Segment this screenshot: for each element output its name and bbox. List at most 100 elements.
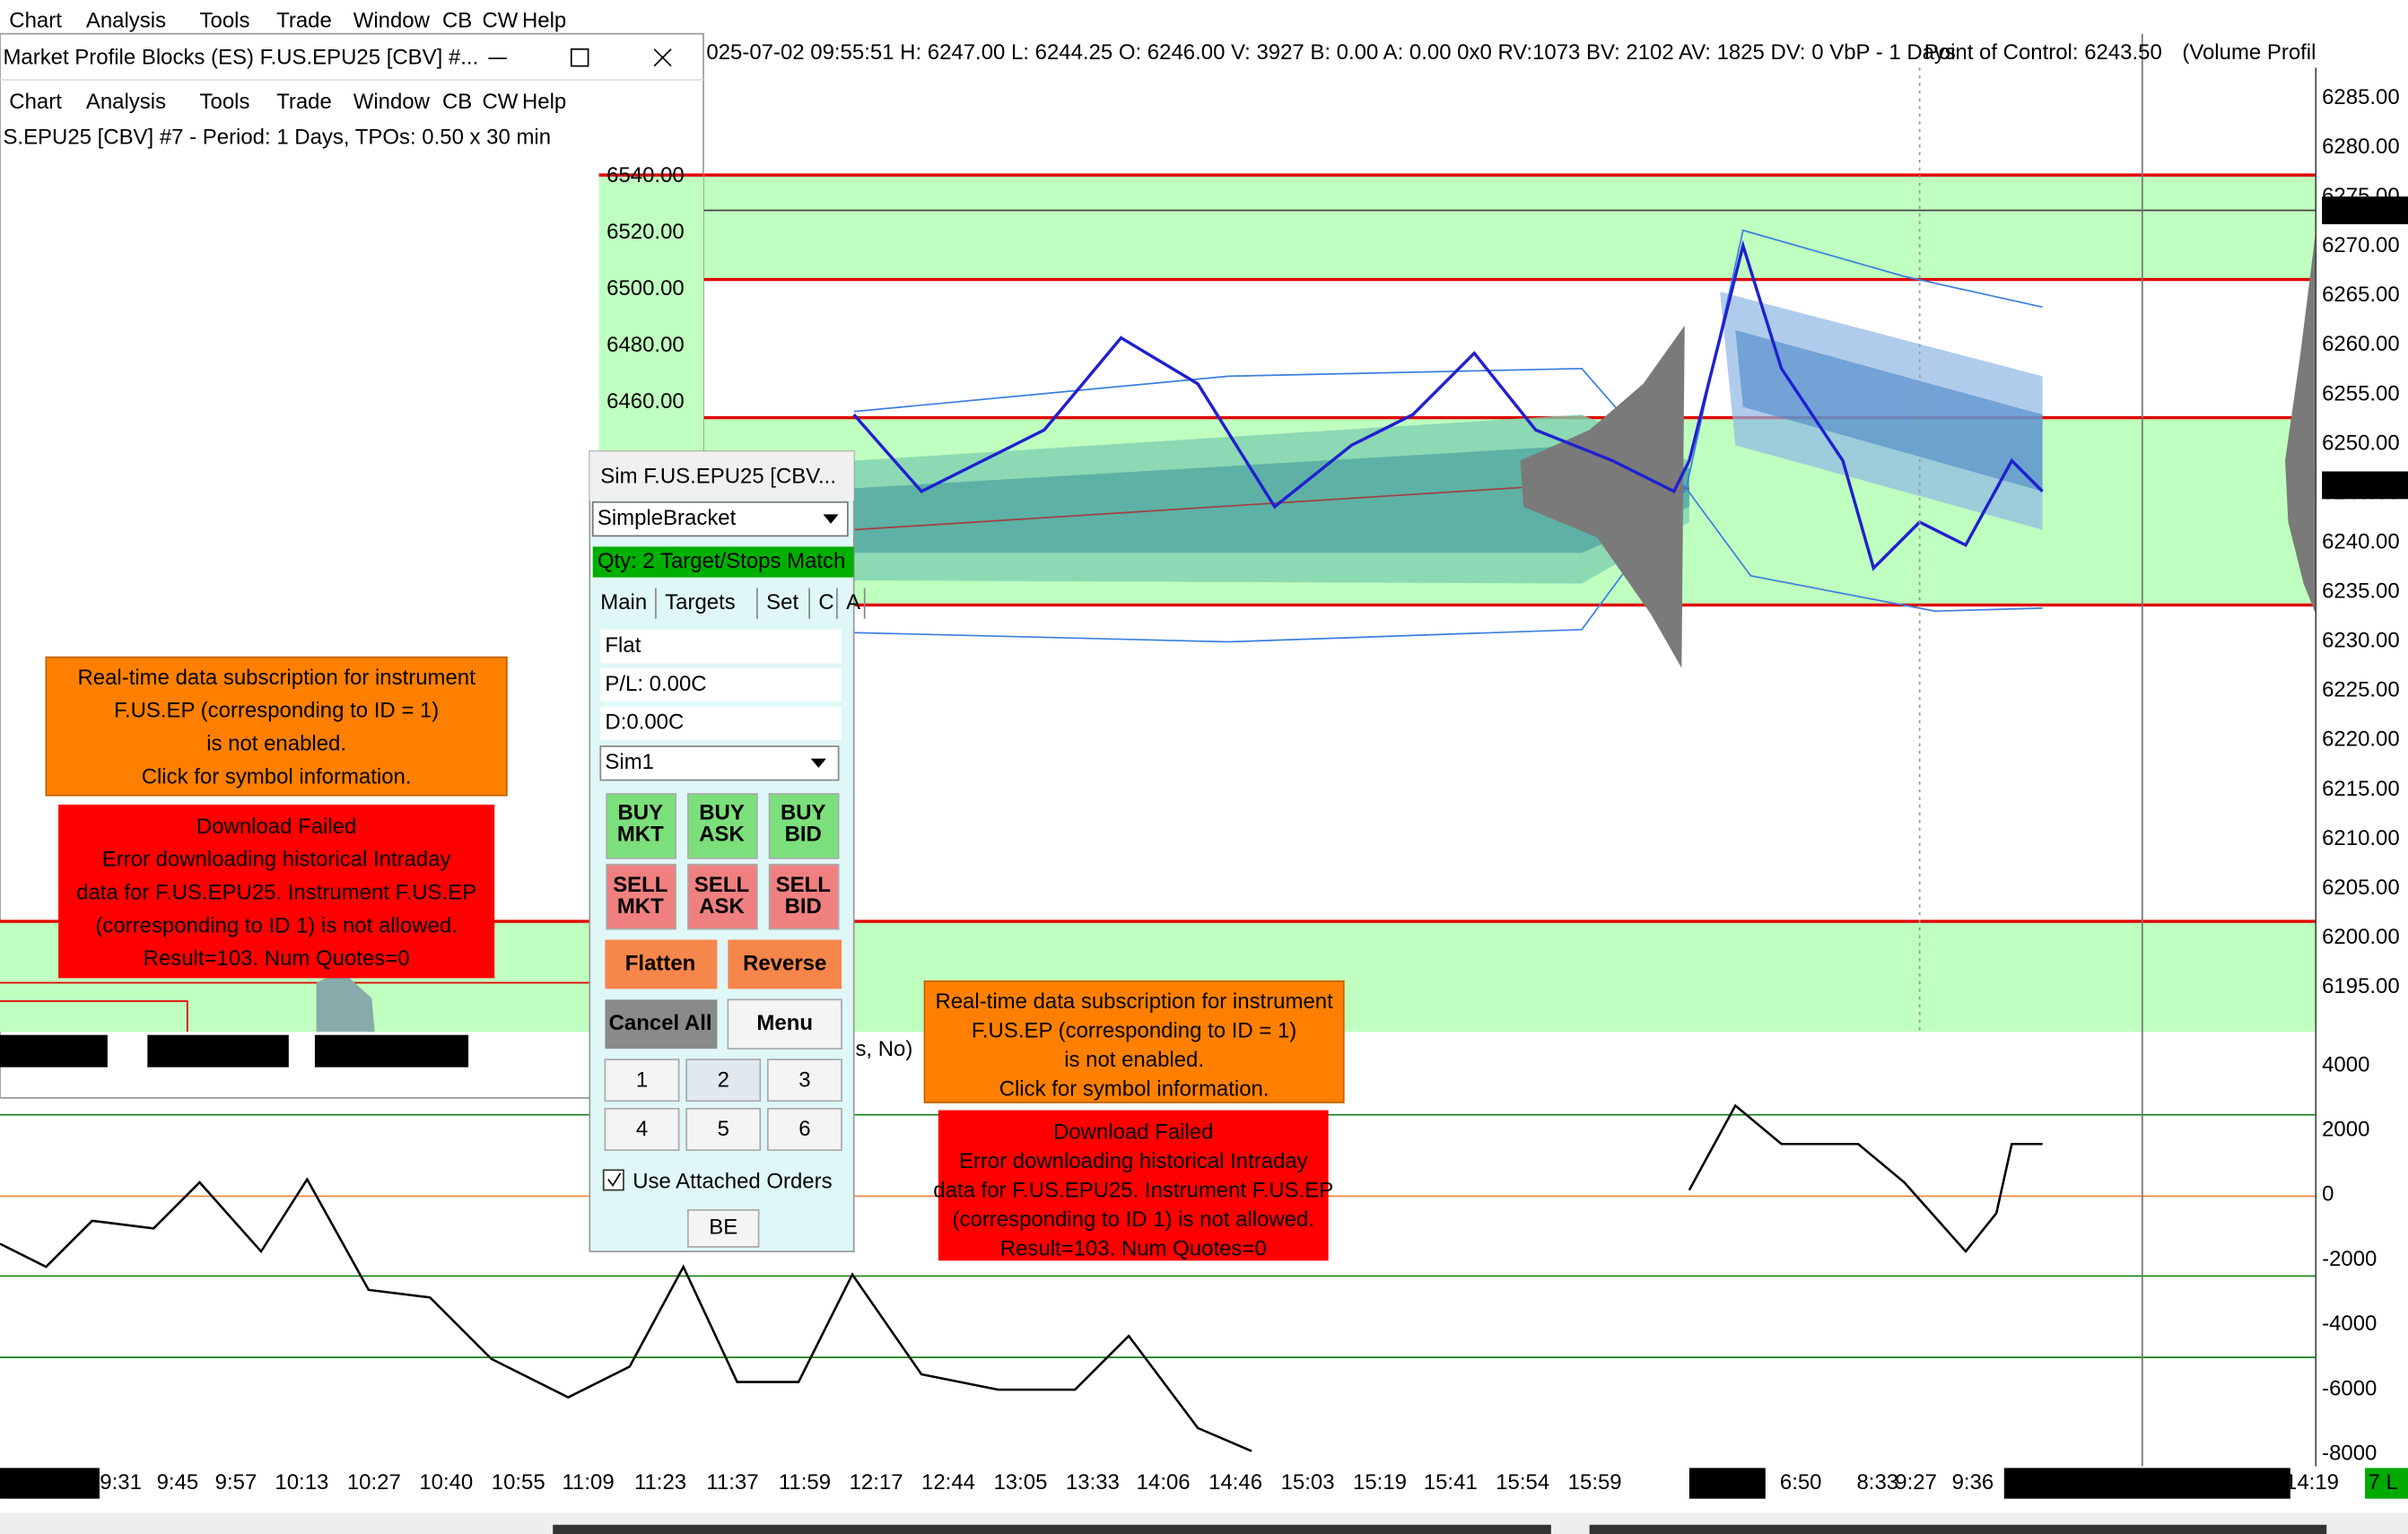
price-label: 6240.00: [2322, 529, 2400, 553]
menu-item[interactable]: Chart: [9, 90, 62, 114]
time-label: 15:19: [1353, 1470, 1407, 1495]
osc-label: -4000: [2322, 1312, 2377, 1336]
menu-item[interactable]: CW: [482, 90, 518, 114]
qty-button[interactable]: [604, 1059, 680, 1103]
subscription-alert[interactable]: [923, 980, 1345, 1103]
qty-button[interactable]: [767, 1059, 842, 1103]
menu-item[interactable]: Analysis: [86, 8, 166, 32]
buy-button[interactable]: [687, 793, 758, 859]
button-label: BID: [785, 894, 822, 919]
price-label: 6215.00: [2322, 777, 2400, 801]
qty-button[interactable]: [685, 1108, 762, 1151]
download-alert[interactable]: [938, 1110, 1329, 1261]
tab[interactable]: Set: [766, 590, 798, 614]
order-type: SimpleBracket: [598, 506, 737, 530]
price-axis: [2316, 67, 2408, 1467]
qty-button[interactable]: [604, 1108, 680, 1151]
menu-item[interactable]: Trade: [276, 8, 332, 32]
sell-button[interactable]: [768, 863, 840, 930]
alert-text: (corresponding to ID 1) is not allowed.: [953, 1207, 1314, 1232]
point-of-control: Point of Control: 6243.50: [1924, 40, 2162, 65]
account-dropdown[interactable]: [599, 745, 840, 781]
window-title: Market Profile Blocks (ES) F.US.EPU25 [C…: [3, 45, 478, 69]
alert-text: Download Failed: [196, 815, 356, 839]
buy-button[interactable]: [606, 793, 677, 859]
menu-item[interactable]: Tools: [200, 90, 250, 114]
menu-item[interactable]: Trade: [276, 90, 332, 114]
be-button[interactable]: [687, 1208, 760, 1248]
price-label: 6220.00: [2322, 728, 2400, 752]
date-label: 6-24 9:30 Tu: [152, 1039, 273, 1063]
reverse-button[interactable]: [728, 939, 842, 989]
menu-button[interactable]: [727, 998, 842, 1050]
menu-item[interactable]: CB: [442, 8, 472, 32]
price-marker: 6273.50: [2324, 197, 2402, 222]
scrollbar-thumb[interactable]: [553, 1524, 1551, 1534]
button-label: 6: [798, 1117, 810, 1141]
alert-text: Result=103. Num Quotes=0: [1000, 1237, 1267, 1261]
price-label: 6540.00: [606, 163, 685, 187]
menu-item[interactable]: Window: [353, 8, 431, 32]
menu-item[interactable]: Chart: [9, 8, 62, 32]
maximize[interactable]: [570, 48, 589, 67]
date-badge: [314, 1034, 469, 1068]
price-label: 6225.00: [2322, 678, 2400, 702]
buy-button[interactable]: [768, 793, 840, 859]
time-label: 10:55: [492, 1470, 545, 1495]
alert-text: data for F.US.EPU25. Instrument F.US.EP: [76, 881, 476, 905]
price-label: 6280.00: [2322, 135, 2400, 159]
sell-button[interactable]: [687, 863, 758, 930]
osc-candles: [0, 1177, 1252, 1452]
osc-note: s, No): [855, 1037, 912, 1061]
time-label: 12:44: [921, 1470, 975, 1495]
dropdown[interactable]: [591, 501, 849, 537]
close[interactable]: [653, 48, 672, 67]
osc-label: 4000: [2322, 1052, 2369, 1076]
menu-item[interactable]: Analysis: [86, 90, 166, 114]
menu-item[interactable]: Help: [522, 90, 566, 114]
tab[interactable]: Targets: [665, 590, 736, 614]
time-label: 9:36: [1952, 1470, 1994, 1495]
download-alert[interactable]: [58, 804, 495, 979]
time-badge: [0, 1468, 100, 1499]
price-label: 6210.00: [2322, 826, 2400, 850]
d-value: D:0.00C: [605, 710, 684, 735]
menu-item[interactable]: Tools: [200, 8, 250, 32]
time-label: 13:05: [993, 1470, 1047, 1495]
checkbox[interactable]: [602, 1169, 624, 1191]
menu-item[interactable]: CB: [442, 90, 472, 114]
tab[interactable]: A: [846, 590, 860, 614]
cancel-all-button[interactable]: [605, 999, 718, 1050]
button-label: Menu: [756, 1011, 813, 1035]
menu-item[interactable]: CW: [482, 8, 518, 32]
price-label: 6270.00: [2322, 233, 2400, 257]
tab[interactable]: C: [818, 590, 833, 614]
alert-text: data for F.US.EPU25. Instrument F.US.EP: [933, 1179, 1333, 1203]
qty-button[interactable]: [767, 1108, 842, 1151]
alert-text: Error downloading historical Intraday: [102, 848, 451, 872]
time-label: 15:03: [1281, 1470, 1335, 1495]
tab[interactable]: Main: [600, 590, 647, 614]
alert-text: Real-time data subscription for instrume…: [77, 666, 475, 690]
qty-button[interactable]: [685, 1059, 762, 1103]
menu-item[interactable]: Help: [522, 8, 566, 32]
time-label: 9:31: [100, 1470, 142, 1495]
time-label: 11:23: [634, 1470, 686, 1495]
osc-label: -8000: [2322, 1442, 2377, 1466]
zone: [702, 175, 2316, 280]
sell-button[interactable]: [606, 863, 677, 930]
subscription-alert[interactable]: [45, 656, 508, 797]
menu-item[interactable]: Window: [353, 90, 431, 114]
scrollbar-thumb[interactable]: [1589, 1524, 2327, 1534]
price-label: 6285.00: [2322, 85, 2400, 109]
qty-status: Qty: 2 Target/Stops Match: [598, 549, 845, 573]
time-label: 14:46: [1208, 1470, 1262, 1495]
time-label: 5-7-1 Tu: [3, 1470, 83, 1495]
date-badge: [147, 1034, 289, 1068]
flatten-button[interactable]: [605, 939, 718, 989]
button-label: 4: [636, 1117, 648, 1141]
price-label: 6250.00: [2322, 431, 2400, 455]
alert-text: Click for symbol information.: [999, 1077, 1269, 1102]
alert-text: Download Failed: [1053, 1120, 1213, 1145]
